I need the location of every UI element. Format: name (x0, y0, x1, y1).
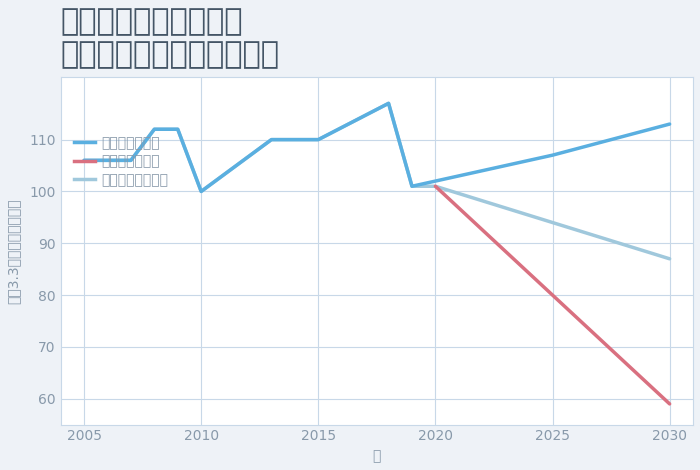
Text: 奈良県天理市三島町の
中古マンションの価格推移: 奈良県天理市三島町の 中古マンションの価格推移 (61, 7, 279, 70)
X-axis label: 年: 年 (372, 449, 381, 463)
Legend: グッドシナリオ, バッドシナリオ, ノーマルシナリオ: グッドシナリオ, バッドシナリオ, ノーマルシナリオ (74, 136, 169, 187)
Y-axis label: 平（3.3㎡）単価（万円）: 平（3.3㎡）単価（万円） (7, 198, 21, 304)
